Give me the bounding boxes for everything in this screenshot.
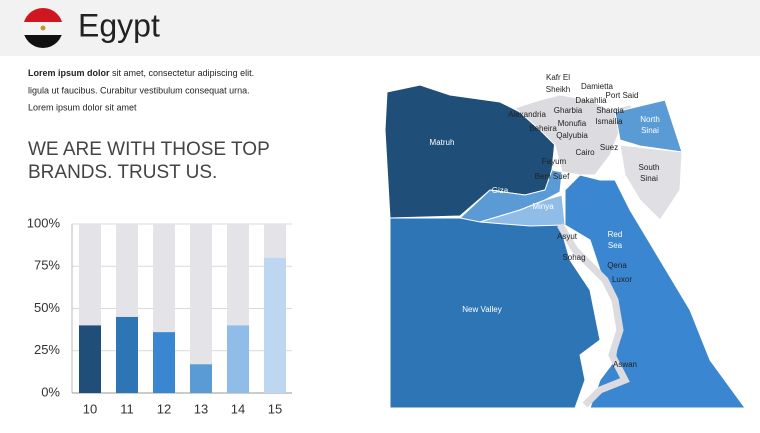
bar	[79, 325, 101, 393]
map-label: Giza	[492, 186, 509, 195]
nile-valley	[556, 223, 630, 408]
map-label: Kafr El	[546, 73, 570, 82]
bar	[264, 257, 286, 393]
bar	[153, 332, 175, 393]
map-label: Alexandria	[508, 110, 546, 119]
map-label: Beni Suef	[535, 172, 570, 181]
map-label: Qalyubia	[556, 131, 588, 140]
map-label: Port Said	[606, 91, 639, 100]
map-label: Matruh	[430, 138, 455, 147]
y-tick-label: 50%	[34, 300, 60, 315]
x-tick-label: 11	[120, 401, 134, 416]
headline: BRANDS. TRUST US.	[28, 162, 217, 183]
flag	[23, 8, 63, 48]
map-label: Minya	[532, 202, 554, 211]
bar-background	[190, 224, 212, 393]
region-north-sinai	[614, 99, 683, 153]
region-south-sinai	[619, 144, 683, 221]
map-label: Damietta	[581, 82, 614, 91]
map-label: Sheikh	[546, 85, 570, 94]
map-label: Sinai	[641, 126, 659, 135]
map	[384, 84, 746, 409]
map-label: Luxor	[612, 275, 632, 284]
bar	[116, 316, 138, 393]
map-label: Fayum	[542, 157, 567, 166]
intro-line: sit amet, consectetur adipiscing elit.	[112, 68, 254, 78]
y-tick-label: 25%	[34, 342, 60, 357]
header-bar	[0, 0, 760, 56]
map-label: Qena	[607, 261, 627, 270]
map-label: Sharqia	[596, 106, 624, 115]
map-label: Sea	[608, 241, 623, 250]
map-label: Gharbia	[554, 106, 583, 115]
region-minya	[479, 194, 566, 227]
page-title: Egypt	[78, 7, 160, 43]
x-tick-label: 14	[231, 401, 245, 416]
map-label: Red	[608, 230, 623, 239]
region-red-sea	[564, 174, 746, 409]
map-label: Ismailia	[595, 117, 623, 126]
map-label: South	[639, 163, 660, 172]
x-tick-label: 15	[268, 401, 282, 416]
x-tick-label: 10	[83, 401, 97, 416]
map-label: Beheira	[529, 124, 557, 133]
map-label: North	[640, 115, 660, 124]
map-label: Monufia	[558, 119, 587, 128]
intro-bold: Lorem ipsum dolor	[28, 68, 110, 78]
map-label: Cairo	[575, 148, 595, 157]
bar	[190, 364, 212, 393]
map-label: Sinai	[640, 174, 658, 183]
map-label: New Valley	[462, 305, 501, 314]
headline: WE ARE WITH THOSE TOP	[28, 139, 270, 160]
map-label: Sohag	[562, 253, 585, 262]
intro-line: Lorem ipsum dolor sit amet	[28, 102, 137, 112]
map-label: Dakahlia	[575, 96, 607, 105]
y-tick-label: 0%	[41, 384, 60, 399]
map-label: Suez	[600, 143, 618, 152]
intro-line: ligula ut faucibus. Curabitur vestibulum…	[28, 85, 250, 95]
bar	[227, 325, 249, 393]
map-label: Aswan	[613, 360, 637, 369]
x-tick-label: 13	[194, 401, 208, 416]
y-tick-label: 75%	[34, 258, 60, 273]
intro-text: Lorem ipsum dolor sit amet, consectetur …	[28, 68, 254, 78]
map-label: Asyut	[557, 232, 578, 241]
x-tick-label: 12	[157, 401, 171, 416]
y-tick-label: 100%	[27, 215, 61, 230]
